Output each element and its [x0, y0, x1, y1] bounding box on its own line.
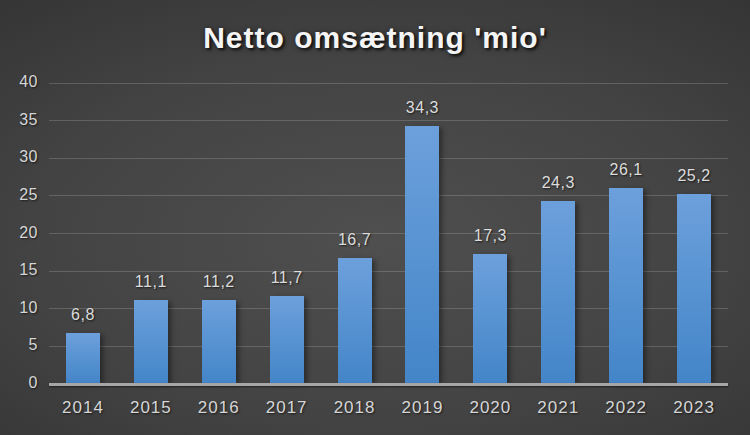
- bar-value-label: 11,2: [184, 273, 254, 291]
- bar-value-label: 25,2: [659, 167, 729, 185]
- x-tick-label: 2014: [48, 398, 118, 418]
- bar-value-label: 34,3: [387, 99, 457, 117]
- bar-value-label: 6,8: [48, 306, 118, 324]
- x-tick-label: 2020: [455, 398, 525, 418]
- x-tick-label: 2016: [184, 398, 254, 418]
- gridline: [49, 158, 728, 159]
- bar: [66, 333, 100, 384]
- y-tick-label: 20: [0, 224, 38, 242]
- y-tick-label: 10: [0, 299, 38, 317]
- bar: [405, 126, 439, 384]
- x-axis-line: [49, 383, 728, 386]
- x-tick-label: 2023: [659, 398, 729, 418]
- bar: [134, 300, 168, 384]
- y-tick-label: 5: [0, 336, 38, 354]
- x-tick-label: 2018: [320, 398, 390, 418]
- x-tick-label: 2021: [523, 398, 593, 418]
- y-tick-label: 30: [0, 148, 38, 166]
- gridline: [49, 120, 728, 121]
- bar: [270, 296, 304, 384]
- bar-value-label: 16,7: [320, 231, 390, 249]
- bar: [338, 258, 372, 384]
- bar: [677, 194, 711, 384]
- bar-value-label: 11,7: [252, 269, 322, 287]
- y-tick-label: 40: [0, 73, 38, 91]
- bar-value-label: 26,1: [591, 161, 661, 179]
- bar: [473, 254, 507, 384]
- x-tick-label: 2019: [387, 398, 457, 418]
- y-tick-label: 35: [0, 111, 38, 129]
- chart-title: Netto omsætning 'mio': [0, 21, 750, 55]
- gridline: [49, 83, 728, 84]
- bar-value-label: 11,1: [116, 273, 186, 291]
- bar-value-label: 24,3: [523, 174, 593, 192]
- bar-value-label: 17,3: [455, 227, 525, 245]
- bar: [609, 188, 643, 384]
- x-tick-label: 2017: [252, 398, 322, 418]
- x-tick-label: 2022: [591, 398, 661, 418]
- y-tick-label: 0: [0, 374, 38, 392]
- bar: [541, 201, 575, 384]
- y-tick-label: 25: [0, 186, 38, 204]
- bar: [202, 300, 236, 384]
- chart-canvas: Netto omsætning 'mio' 0 5 10 15 20 25 30 35 40 6,…: [0, 0, 750, 435]
- x-tick-label: 2015: [116, 398, 186, 418]
- y-tick-label: 15: [0, 261, 38, 279]
